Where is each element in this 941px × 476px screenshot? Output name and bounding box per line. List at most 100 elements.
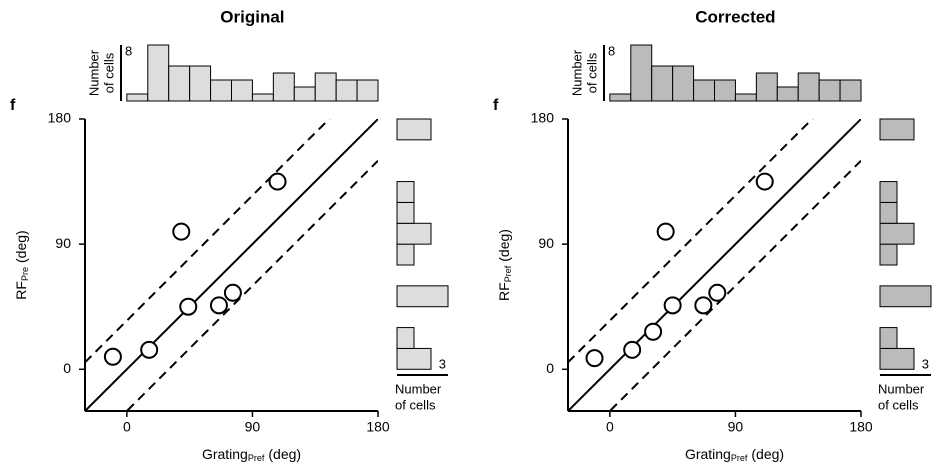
side-hist-bar bbox=[879, 118, 915, 141]
y-tick-label: 90 bbox=[538, 235, 554, 251]
data-point bbox=[623, 340, 642, 359]
side-hist-scale-label: 3 bbox=[439, 356, 446, 371]
top-hist-bar bbox=[168, 65, 191, 102]
top-hist-bar bbox=[755, 72, 778, 102]
x-label-unit: (deg) bbox=[751, 446, 784, 462]
y-label-text: RF bbox=[13, 281, 29, 300]
data-point bbox=[140, 340, 159, 359]
y-label-sub: Pref bbox=[503, 265, 513, 282]
y-axis-label: RFPre (deg) bbox=[13, 230, 31, 299]
top-hist-label: of cells bbox=[101, 52, 116, 93]
side-hist-label: Number bbox=[878, 381, 925, 396]
x-tick-label: 0 bbox=[606, 419, 614, 435]
side-hist-bar bbox=[879, 222, 915, 245]
y-tick-label: 180 bbox=[48, 110, 72, 126]
data-point bbox=[755, 172, 774, 191]
top-hist-bar bbox=[714, 79, 736, 102]
data-point bbox=[172, 222, 191, 241]
top-hist-bar bbox=[776, 86, 799, 102]
y-label-sub: Pre bbox=[20, 267, 30, 281]
panel-title: Original bbox=[220, 7, 284, 26]
top-hist-bar bbox=[797, 72, 820, 102]
top-hist-scale-label: 8 bbox=[125, 43, 132, 58]
side-hist-bar bbox=[879, 347, 915, 370]
side-hist-bar bbox=[879, 285, 932, 308]
side-hist-bar bbox=[396, 118, 432, 141]
y-tick-label: 0 bbox=[546, 360, 554, 376]
top-hist-label: of cells bbox=[584, 52, 599, 93]
y-label-unit: (deg) bbox=[13, 230, 29, 263]
data-point bbox=[663, 296, 682, 315]
top-hist-bar bbox=[734, 93, 757, 102]
side-hist-bar bbox=[396, 222, 432, 245]
side-hist-label: of cells bbox=[395, 397, 436, 412]
top-hist-bar bbox=[818, 79, 841, 102]
top-hist-bar bbox=[672, 65, 695, 102]
top-hist-bar bbox=[293, 86, 316, 102]
top-hist-bar bbox=[630, 44, 653, 102]
x-tick-label: 180 bbox=[849, 419, 873, 435]
top-hist-bar bbox=[126, 93, 149, 102]
side-hist-bar bbox=[879, 243, 898, 266]
y-tick-label: 90 bbox=[55, 235, 71, 251]
panel-letter: f bbox=[10, 97, 16, 114]
diagonal-line bbox=[568, 119, 861, 411]
y-label-text: RF bbox=[496, 282, 512, 301]
x-tick-label: 0 bbox=[123, 419, 131, 435]
top-hist-scale-label: 8 bbox=[608, 43, 615, 58]
data-point bbox=[656, 222, 675, 241]
top-hist-bar bbox=[356, 79, 379, 102]
data-point bbox=[223, 283, 242, 302]
top-hist-label: Number bbox=[569, 49, 584, 96]
data-point bbox=[644, 322, 663, 341]
diagonal-line bbox=[608, 160, 861, 411]
top-hist-bar bbox=[189, 65, 212, 102]
top-hist-bar bbox=[839, 79, 862, 102]
side-hist-bar bbox=[879, 201, 898, 224]
diagonal-line bbox=[125, 160, 378, 411]
side-hist-label: of cells bbox=[878, 397, 919, 412]
side-hist-bar bbox=[396, 201, 415, 224]
side-hist-bar bbox=[396, 327, 415, 349]
top-hist-bar bbox=[693, 79, 715, 102]
panel-title: Corrected bbox=[695, 7, 775, 26]
x-label-text: Grating bbox=[202, 446, 248, 462]
top-hist-bar bbox=[147, 44, 170, 102]
side-hist-label: Number bbox=[395, 381, 442, 396]
top-hist-bar bbox=[210, 79, 232, 102]
x-label-text: Grating bbox=[685, 446, 731, 462]
top-hist-bar bbox=[314, 72, 337, 102]
x-axis-label: GratingPref (deg) bbox=[202, 446, 301, 464]
top-hist-bar bbox=[651, 65, 674, 102]
side-hist-bar bbox=[396, 181, 415, 203]
data-point bbox=[179, 297, 198, 316]
x-tick-label: 90 bbox=[728, 419, 744, 435]
data-point bbox=[708, 283, 727, 302]
diagonal-line bbox=[568, 119, 814, 364]
top-hist-label: Number bbox=[86, 49, 101, 96]
y-axis-label: RFPref (deg) bbox=[496, 229, 514, 301]
diagonal-line bbox=[85, 119, 331, 364]
side-hist-bar bbox=[879, 181, 898, 203]
top-hist-bar bbox=[272, 72, 295, 102]
data-point bbox=[103, 347, 122, 366]
side-hist-bar bbox=[879, 327, 898, 349]
y-label-unit: (deg) bbox=[496, 229, 512, 262]
panel-letter: f bbox=[493, 97, 499, 114]
y-tick-label: 0 bbox=[63, 360, 71, 376]
side-hist-bar bbox=[396, 285, 449, 308]
side-hist-scale-label: 3 bbox=[922, 356, 929, 371]
x-label-sub: Pref bbox=[248, 453, 265, 463]
y-tick-label: 180 bbox=[531, 110, 555, 126]
top-hist-bar bbox=[251, 93, 274, 102]
top-hist-bar bbox=[609, 93, 632, 102]
data-point bbox=[694, 296, 713, 315]
x-label-unit: (deg) bbox=[268, 446, 301, 462]
top-hist-bar bbox=[231, 79, 253, 102]
diagonal-line bbox=[85, 119, 378, 411]
x-axis-label: GratingPref (deg) bbox=[685, 446, 784, 464]
side-hist-bar bbox=[396, 243, 415, 266]
x-label-sub: Pref bbox=[731, 453, 748, 463]
side-hist-bar bbox=[396, 347, 432, 370]
